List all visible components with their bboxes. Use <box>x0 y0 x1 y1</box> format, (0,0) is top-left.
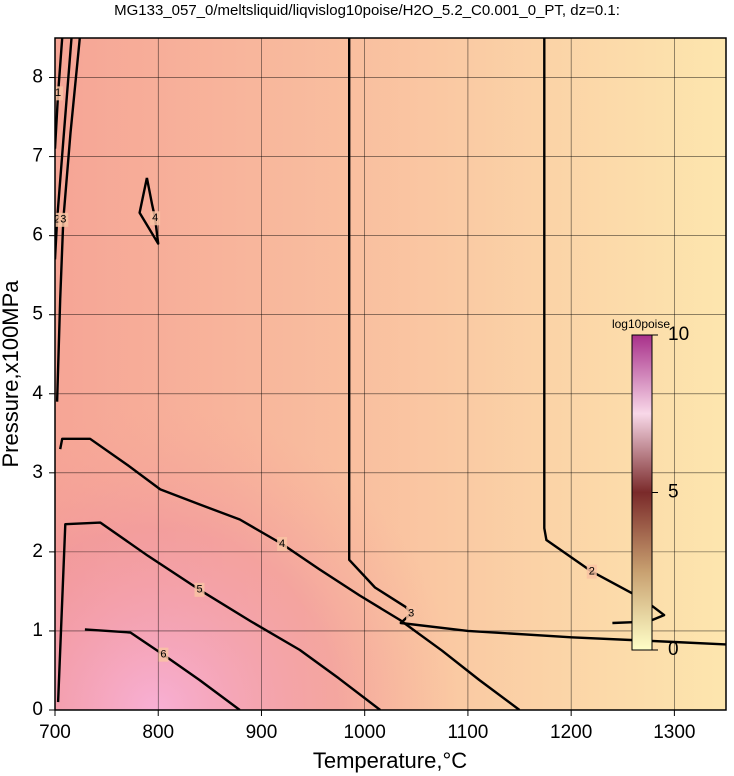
x-axis-label: Temperature,°C <box>313 748 467 773</box>
contour-label-bg <box>158 647 169 662</box>
chart-title: MG133_057_0/meltsliquid/liqvislog10poise… <box>114 2 620 19</box>
contour-label: 4 <box>279 538 285 550</box>
contour-label: 4 <box>152 212 158 224</box>
y-tick-label: 0 <box>32 699 43 720</box>
contour-label: 2 <box>589 566 595 578</box>
contour-label-bg <box>55 86 64 101</box>
x-tick-label: 1100 <box>447 722 488 743</box>
y-tick-label: 6 <box>32 225 43 246</box>
contour-label: 5 <box>196 584 202 596</box>
contour-label: 1 <box>55 87 61 99</box>
y-tick-label: 4 <box>32 383 43 404</box>
contour-line <box>55 38 73 260</box>
colorbar-label: log10poise <box>612 317 670 331</box>
colorbar-tick-label: 10 <box>668 324 689 345</box>
x-tick-label: 1200 <box>550 722 592 743</box>
contour-label-bg <box>406 606 417 621</box>
contour-label-bg <box>277 536 288 551</box>
contour-label: 3 <box>408 607 414 619</box>
y-tick-label: 3 <box>32 462 43 483</box>
contour-label: 6 <box>160 649 166 661</box>
colorbar-tick-label: 0 <box>668 639 679 660</box>
contour-label-bg <box>194 582 205 597</box>
colorbar: log10poise 0 5 10 <box>612 317 689 660</box>
y-tick-label: 2 <box>32 541 43 562</box>
contour-label-bg <box>586 564 597 579</box>
contour-label: 2 <box>54 214 60 226</box>
y-tick-label: 8 <box>32 67 43 88</box>
x-tick-label: 800 <box>142 722 174 743</box>
y-tick-label: 1 <box>32 620 43 641</box>
colorbar-scale <box>631 334 653 651</box>
x-tick-label: 700 <box>39 722 71 743</box>
x-tick-label: 900 <box>246 722 278 743</box>
x-tick-label: 1000 <box>344 722 386 743</box>
contour-label: 3 <box>60 214 66 226</box>
y-tick-label: 5 <box>32 304 43 325</box>
contour-label-bg <box>58 212 69 227</box>
contour-line <box>138 177 160 245</box>
x-tick-label: 1300 <box>653 722 695 743</box>
y-axis-label: Pressure,x100MPa <box>0 280 23 468</box>
contour-line <box>59 437 521 710</box>
plot-frame <box>54 37 727 711</box>
y-tick-label: 7 <box>32 146 43 167</box>
contour-label-bg <box>150 211 161 226</box>
plot-shade <box>55 38 726 710</box>
colorbar-tick-label: 5 <box>668 482 679 503</box>
